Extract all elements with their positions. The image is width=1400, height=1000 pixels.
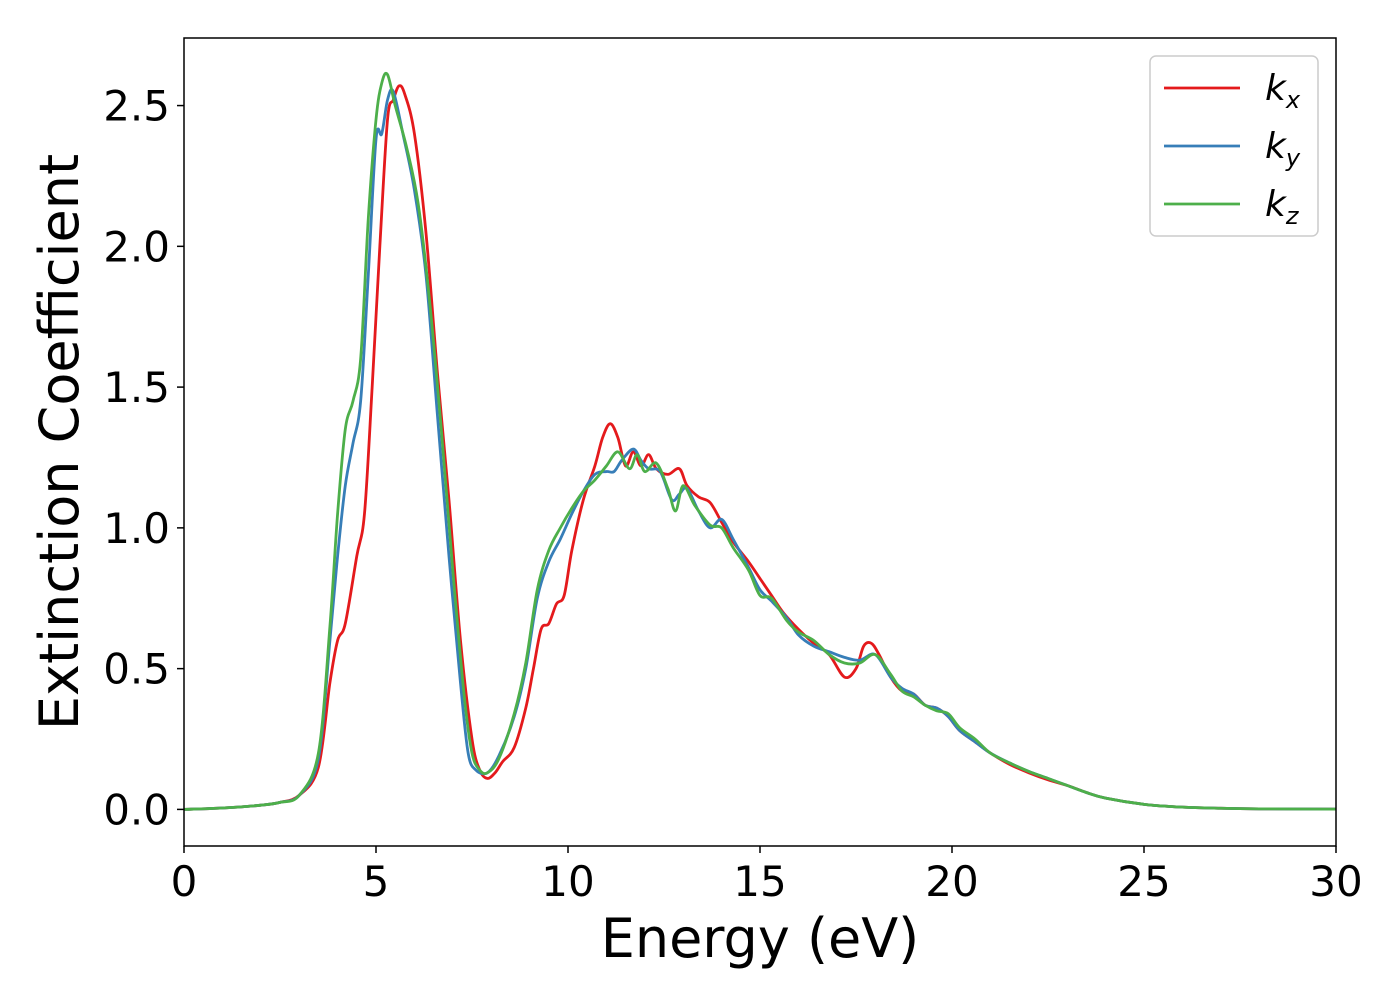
legend-label-kx: kx — [1265, 68, 1301, 114]
x-tick-label: 0 — [171, 857, 198, 906]
y-axis-label: Extinction Coefficient — [28, 154, 91, 730]
legend: kx ky kz — [1149, 55, 1319, 237]
y-axis-ticks: 0.0 0.5 1.0 1.5 2.0 2.5 — [103, 82, 184, 834]
legend-label-kz: kz — [1265, 184, 1300, 230]
x-tick-label: 20 — [925, 857, 978, 906]
legend-label-ky: ky — [1265, 126, 1301, 172]
x-tick-label: 10 — [541, 857, 594, 906]
series-line-kz — [184, 71, 1336, 811]
series-line-ky — [184, 88, 1336, 811]
x-tick-label: 25 — [1117, 857, 1170, 906]
x-tick-label: 15 — [733, 857, 786, 906]
y-tick-label: 0.0 — [103, 785, 170, 834]
y-tick-label: 0.5 — [103, 645, 170, 694]
y-tick-label: 2.5 — [103, 82, 170, 131]
x-tick-label: 30 — [1309, 857, 1362, 906]
x-tick-label: 5 — [363, 857, 390, 906]
x-axis-ticks: 0 5 10 15 20 25 30 — [171, 846, 1363, 906]
series-layer — [184, 71, 1336, 811]
y-tick-label: 2.0 — [103, 222, 170, 271]
x-axis-label: Energy (eV) — [601, 907, 920, 970]
y-tick-label: 1.0 — [103, 504, 170, 553]
y-tick-label: 1.5 — [103, 363, 170, 412]
